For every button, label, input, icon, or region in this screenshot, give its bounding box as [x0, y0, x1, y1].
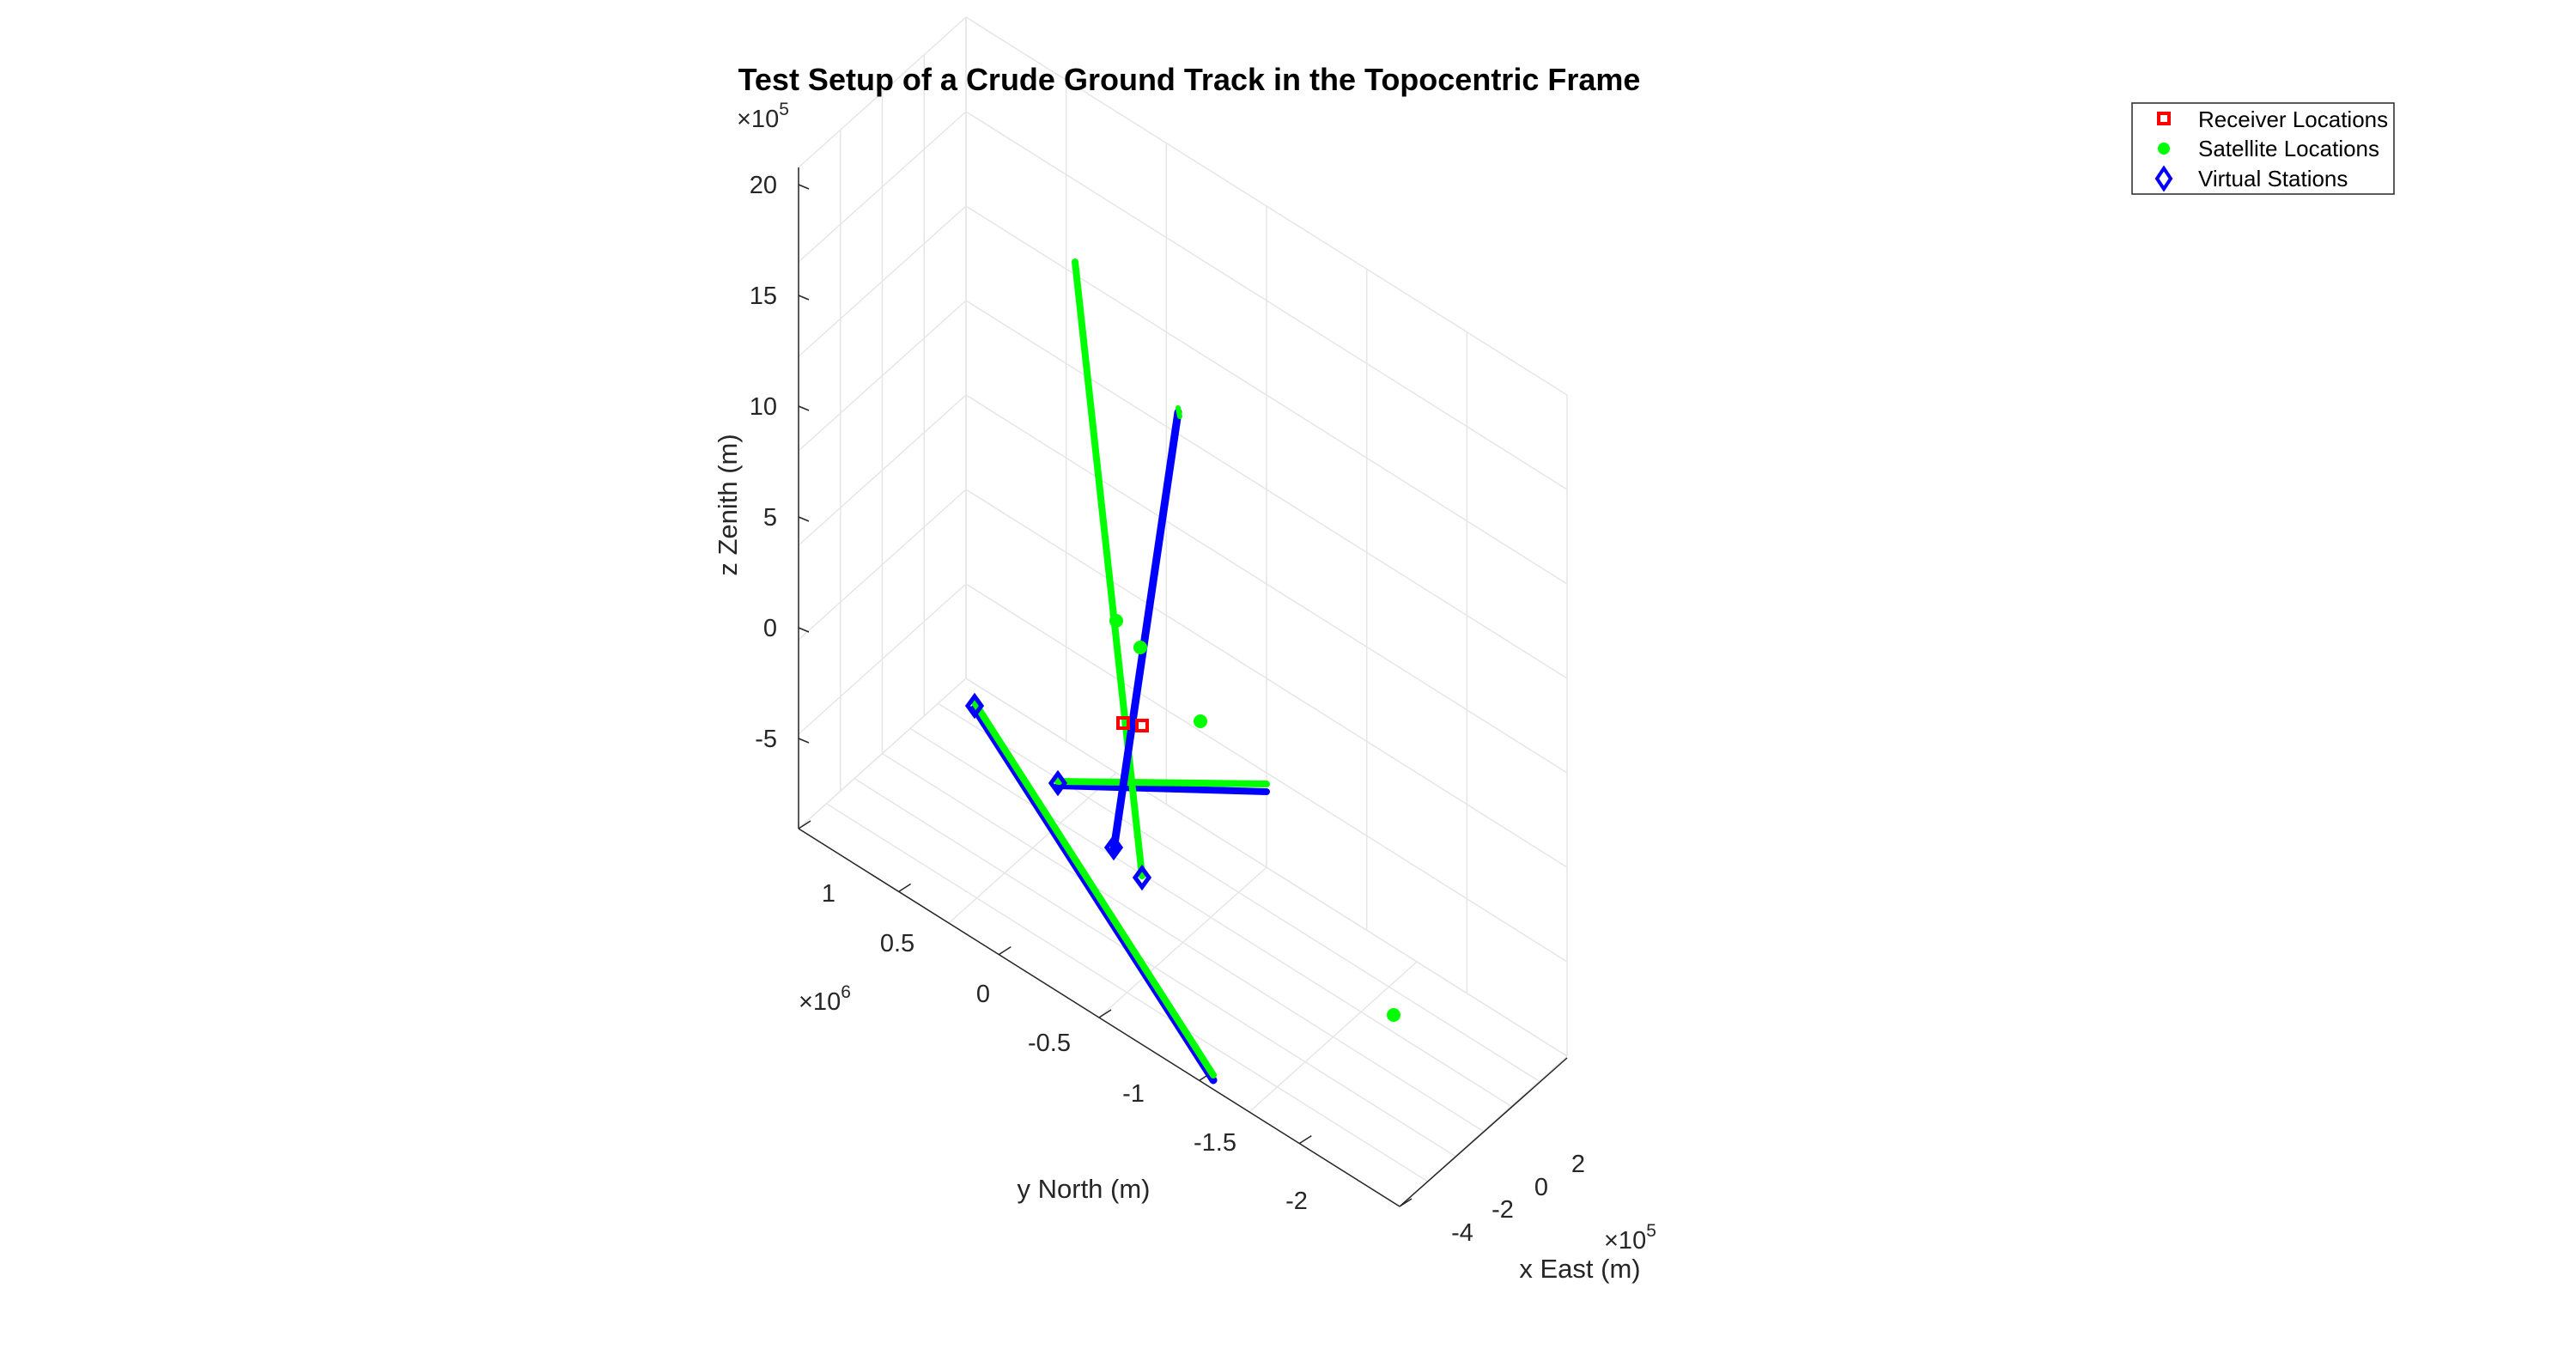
z-tick-label: -5	[755, 726, 777, 753]
x-tick-label: -2	[1492, 1196, 1514, 1224]
z-exponent-power: 5	[779, 100, 789, 119]
virtual-station-line	[1109, 408, 1182, 854]
x-tick-label: -4	[1451, 1219, 1473, 1247]
y-tick-label: -2	[1285, 1188, 1308, 1215]
z-tick-label: 10	[750, 393, 777, 421]
receiver-location-marker	[1116, 716, 1130, 730]
svg-text:×106: ×106	[799, 982, 851, 1016]
legend-square-marker	[2157, 112, 2171, 125]
z-tick-label: 5	[763, 504, 777, 532]
x-axis-exponent: ×105	[1604, 1221, 1656, 1255]
satellite-track-line	[1054, 778, 1270, 787]
grid-line	[965, 678, 1568, 1057]
virtual-station-line	[1054, 782, 1270, 795]
z-tick-mark	[798, 405, 810, 411]
grid-line	[938, 702, 1540, 1082]
legend-label-receiver: Receiver Locations	[2198, 106, 2388, 132]
z-axis-label: z Zenith (m)	[713, 434, 743, 575]
x-tick-label: 0	[1534, 1174, 1548, 1201]
legend-label-satellite: Satellite Locations	[2198, 136, 2379, 161]
x-axis-line	[1399, 1057, 1568, 1207]
y-tick-mark	[1298, 1135, 1312, 1145]
legend: Receiver Locations Satellite Locations V…	[2131, 102, 2395, 195]
grid-line	[909, 727, 1512, 1107]
y-axis-label: y North (m)	[1018, 1174, 1151, 1204]
y-tick-label: 0.5	[880, 930, 914, 957]
z-tick-mark	[798, 516, 810, 522]
z-tick-label: 0	[763, 615, 777, 642]
z-tick-mark	[798, 295, 810, 301]
y-tick-label: -1	[1122, 1080, 1145, 1108]
x-exponent-base: ×10	[1604, 1227, 1646, 1255]
legend-entry-satellite: Satellite Locations	[2158, 136, 2379, 161]
satellite-location-point	[1133, 641, 1147, 654]
satellite-location-point	[1109, 614, 1123, 628]
y-axis-exponent: ×106	[799, 982, 851, 1016]
satellite-track-line	[1072, 258, 1145, 879]
z-exponent-base: ×10	[737, 106, 779, 133]
z-tick-label: 15	[750, 283, 777, 310]
grid-line	[882, 752, 1484, 1133]
grid-line	[854, 778, 1456, 1158]
y-tick-mark	[998, 946, 1012, 956]
legend-entry-receiver: Receiver Locations	[2157, 106, 2388, 132]
y-tick-label: -1.5	[1194, 1129, 1236, 1157]
z-tick-mark	[798, 627, 810, 633]
y-tick-label: -0.5	[1028, 1030, 1071, 1057]
z-tick-label: 20	[750, 172, 777, 199]
grid	[798, 16, 1568, 1207]
z-tick-mark	[798, 738, 810, 744]
y-tick-mark	[1399, 1198, 1413, 1207]
receiver-location-marker	[1135, 719, 1149, 732]
y-tick-mark	[898, 883, 912, 892]
grid-line	[826, 803, 1428, 1182]
legend-circle-marker	[2158, 143, 2170, 155]
z-axis-exponent: ×105	[737, 100, 789, 133]
x-axis-label: x East (m)	[1519, 1254, 1640, 1284]
virtual-station-marker	[1132, 864, 1152, 891]
legend-label-virtual: Virtual Stations	[2198, 166, 2348, 191]
x-exponent-power: 5	[1646, 1221, 1656, 1241]
satellite-track-line	[971, 699, 1217, 1079]
chart-title: Test Setup of a Crude Ground Track in th…	[738, 62, 1641, 97]
virtual-station-marker	[1103, 834, 1124, 861]
legend-box	[2131, 102, 2395, 195]
satellite-location-point	[1387, 1008, 1400, 1022]
legend-entry-virtual: Virtual Stations	[2154, 165, 2348, 192]
y-exponent-power: 6	[841, 982, 851, 1002]
y-tick-mark	[1098, 1009, 1112, 1018]
satellite-location-point	[1194, 714, 1207, 728]
x-tick-label: 2	[1571, 1151, 1585, 1178]
series	[964, 258, 1400, 1085]
axes	[798, 167, 1568, 1207]
svg-text:×105: ×105	[1604, 1221, 1656, 1255]
satellite-track-line	[1176, 405, 1182, 419]
y-tick-label: 0	[976, 981, 990, 1008]
virtual-station-marker	[964, 692, 985, 720]
z-tick-mark	[798, 184, 810, 190]
y-exponent-base: ×10	[799, 988, 841, 1016]
svg-text:×105: ×105	[737, 100, 789, 133]
legend-diamond-marker	[2154, 165, 2173, 192]
y-tick-label: 1	[822, 880, 835, 908]
virtual-station-marker	[1048, 769, 1068, 797]
y-tick-mark	[798, 820, 811, 829]
